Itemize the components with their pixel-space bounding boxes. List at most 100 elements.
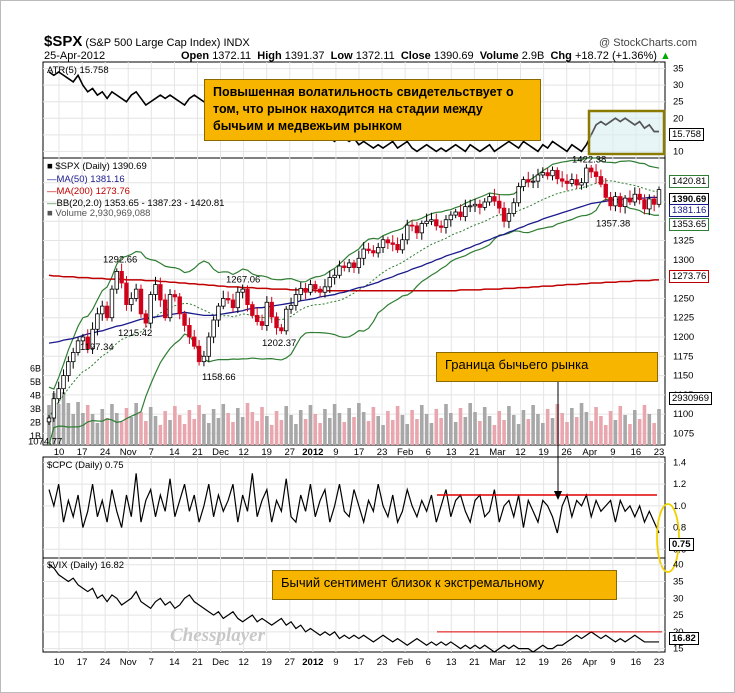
low-value: 1372.11 (355, 50, 395, 62)
volume-bar (158, 425, 163, 445)
x-tick-label: 12 (238, 447, 249, 458)
volume-bar (521, 410, 526, 445)
spx-legend-text: $SPX (Daily) 1390.69 (55, 161, 147, 172)
candle-body (317, 288, 323, 293)
volume-bar (298, 410, 303, 445)
x-tick-label-bottom: 19 (538, 657, 549, 668)
volume-bar (197, 405, 201, 445)
vix-line (48, 564, 659, 653)
price-axis-label: 1225 (673, 313, 694, 324)
x-tick-label: Apr (582, 447, 597, 458)
volume-bar (502, 420, 506, 445)
candle-body (429, 219, 434, 222)
price-axis-label: 1200 (673, 332, 694, 343)
ma50-legend: —MA(50) 1381.16 (47, 174, 125, 185)
volume-bar (579, 403, 584, 445)
volume-axis-label: 2B (30, 418, 41, 428)
volume-bar (129, 417, 134, 445)
volatility-note: Повышенная волатильность свидетельствует… (204, 79, 541, 141)
volume-bar (332, 404, 337, 445)
candle-body (535, 174, 541, 182)
x-tick-label: 12 (515, 447, 526, 458)
cpc-axis-label: 1.2 (673, 479, 686, 490)
annotation-arrow-head (554, 491, 562, 500)
volume-bar (148, 407, 153, 445)
x-tick-label: 7 (149, 447, 154, 458)
candle-body (51, 398, 57, 419)
volume-bar (347, 408, 351, 445)
x-tick-label-bottom: 17 (354, 657, 365, 668)
volume-bar (47, 405, 51, 445)
volume-bar (105, 418, 109, 445)
candle-body (56, 388, 61, 400)
volume-bar (652, 423, 656, 445)
volume-bar (289, 415, 293, 445)
candle-body (390, 242, 395, 245)
price-axis-label: 1100 (673, 409, 693, 420)
vix-axis-label: 40 (673, 560, 684, 571)
candle-body (516, 186, 521, 204)
candle-body (230, 299, 236, 309)
volume-bar (371, 407, 376, 445)
bb-lower-tag: 1353.65 (669, 218, 710, 231)
candle-body (501, 207, 507, 222)
x-tick-label-bottom: 9 (333, 657, 338, 668)
x-tick-label: 2012 (302, 447, 323, 458)
cpc-axis-label: 1.0 (673, 501, 686, 512)
volume-bar (221, 404, 226, 445)
volume-bar (560, 413, 564, 445)
open-value: 1372.11 (212, 50, 252, 62)
cpc-legend: $CPC (Daily) 0.75 (47, 460, 124, 471)
volume-bar (589, 421, 594, 445)
x-tick-label: 9 (610, 447, 615, 458)
volume-bar (463, 417, 468, 445)
volume-bar (603, 425, 608, 445)
x-tick-label: 26 (561, 447, 572, 458)
volume-bar (144, 421, 148, 445)
candle-body (259, 321, 265, 326)
volume-bar (240, 417, 245, 445)
candle-body (371, 250, 376, 254)
volume-bar (453, 422, 458, 445)
volume-bar (110, 404, 114, 445)
volume-bar (381, 425, 385, 445)
volume-bar (497, 411, 502, 445)
price-point-label: 1197.34 (80, 342, 114, 353)
candle-body (274, 316, 279, 329)
volume-bar (608, 411, 613, 445)
volume-bar (458, 408, 463, 445)
candle-body (632, 193, 637, 203)
cpc-line (48, 473, 660, 534)
volume-bar (584, 412, 589, 445)
cpc-panel-frame (42, 456, 666, 559)
candle-body (492, 196, 497, 202)
volume-axis-label: 6B (30, 364, 41, 374)
x-tick-label: 19 (538, 447, 549, 458)
candle-body (366, 248, 371, 251)
volume-bar (250, 412, 255, 445)
price-axis-label: 1175 (673, 351, 693, 362)
candle-body (240, 288, 245, 293)
x-tick-label-bottom: Dec (212, 657, 229, 668)
x-tick-label-bottom: 12 (238, 657, 249, 668)
volume-bar (114, 413, 119, 445)
candle-body (569, 179, 575, 184)
candle-body (153, 284, 158, 295)
vix-axis-label: 15 (673, 644, 684, 655)
volume-bar (594, 407, 598, 445)
volume-bar (95, 423, 100, 445)
candle-body (187, 325, 192, 338)
cpc-tag: 0.75 (669, 538, 694, 551)
candle-body (603, 183, 608, 198)
candle-body (380, 239, 386, 248)
bb-upper-tag: 1420.81 (669, 175, 710, 188)
x-tick-label-bottom: 17 (77, 657, 88, 668)
volume-bar (449, 413, 453, 445)
x-tick-label: 10 (54, 447, 65, 458)
volume-bar (632, 410, 637, 445)
volume-bar (163, 411, 167, 445)
ma200-legend-text: MA(200) 1273.76 (56, 186, 130, 197)
x-tick-label: Mar (489, 447, 505, 458)
x-tick-label: 17 (77, 447, 88, 458)
volume-bar (361, 412, 366, 445)
